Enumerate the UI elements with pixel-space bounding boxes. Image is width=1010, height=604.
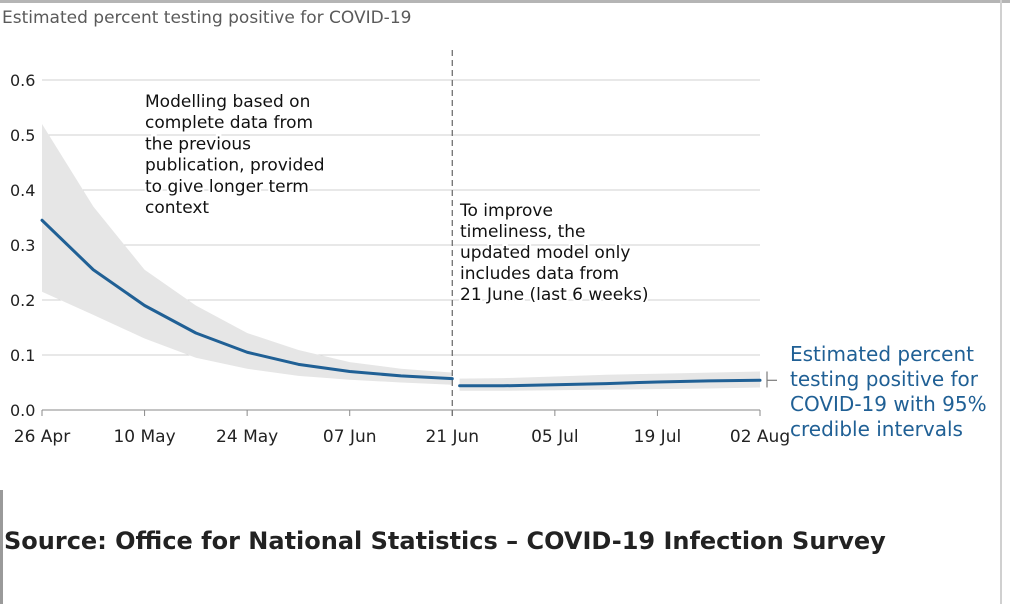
x-tick-label: 10 May	[113, 427, 175, 447]
annotation-previous-model: to give longer term	[145, 177, 309, 197]
annotation-previous-model: complete data from	[145, 113, 313, 133]
right-border	[1000, 0, 1002, 604]
y-tick-label: 0.1	[10, 346, 35, 365]
legend-label: Estimated percent	[790, 342, 974, 366]
annotation-previous-model: context	[145, 198, 209, 218]
annotation-previous-model: Modelling based on	[145, 92, 310, 112]
legend-label: credible intervals	[790, 417, 963, 441]
annotation-updated-model: timeliness, the	[460, 222, 586, 242]
y-tick-label: 0.5	[10, 126, 35, 145]
y-tick-label: 0.0	[10, 401, 35, 420]
y-tick-label: 0.2	[10, 291, 35, 310]
annotation-previous-model: publication, provided	[145, 156, 325, 176]
source-note: Source: Office for National Statistics –…	[4, 527, 886, 555]
series-line	[458, 378, 762, 388]
x-tick-label: 26 Apr	[14, 427, 70, 447]
x-tick-label: 02 Aug	[730, 427, 790, 447]
x-tick-label: 24 May	[216, 427, 278, 447]
x-tick-label: 21 Jun	[425, 427, 479, 447]
credible-interval-band	[42, 124, 453, 385]
chart-title: Estimated percent testing positive for C…	[2, 8, 412, 28]
y-tick-label: 0.3	[10, 236, 35, 255]
series-line	[40, 218, 454, 381]
y-tick-label: 0.6	[10, 71, 35, 90]
top-border	[0, 0, 1010, 3]
legend-label: COVID-19 with 95%	[790, 392, 987, 416]
annotation-updated-model: To improve	[459, 201, 553, 221]
x-tick-label: 05 Jul	[531, 427, 579, 447]
legend-label: testing positive for	[790, 367, 979, 391]
annotation-updated-model: includes data from	[460, 264, 619, 284]
annotation-updated-model: updated model only	[460, 243, 630, 263]
left-border	[0, 490, 3, 604]
y-tick-label: 0.4	[10, 181, 35, 200]
annotation-previous-model: the previous	[145, 134, 251, 154]
x-tick-label: 07 Jun	[323, 427, 377, 447]
x-tick-label: 19 Jul	[634, 427, 682, 447]
line-chart: 0.0 0.1 0.2 0.3 0.4 0.5 0.6 26 Apr 10 May 24 May 0…	[10, 50, 987, 447]
annotation-updated-model: 21 June (last 6 weeks)	[460, 285, 649, 305]
